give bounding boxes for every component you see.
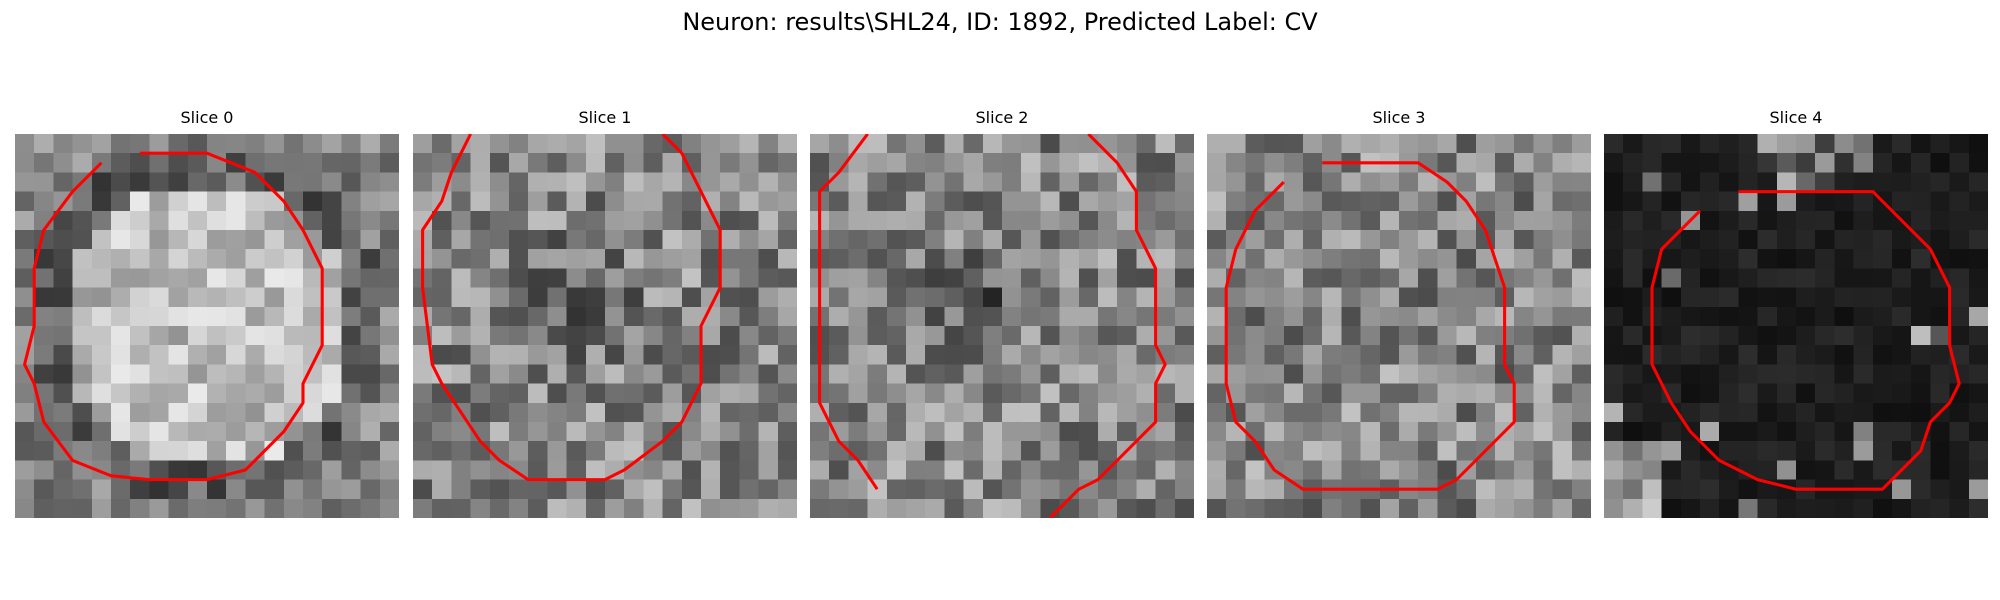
slice-title: Slice 4 [1769, 108, 1823, 127]
pixel-grid [1604, 134, 1988, 518]
figure-title: Neuron: results\SHL24, ID: 1892, Predict… [682, 8, 1318, 36]
segmentation-contour [23, 151, 324, 482]
pixel-grid [15, 134, 399, 518]
slice-title: Slice 3 [1372, 108, 1426, 127]
slice-title: Slice 1 [578, 108, 632, 127]
slice-title: Slice 2 [975, 108, 1029, 127]
slice-image-0 [15, 134, 399, 518]
slice-title: Slice 0 [180, 108, 234, 127]
pixel-grid [810, 134, 1194, 518]
slice-image-1 [413, 134, 797, 518]
segmentation-contour-right [1048, 134, 1167, 518]
pixel-grid [413, 134, 797, 518]
slice-image-2 [810, 134, 1194, 518]
segmentation-contour [1224, 161, 1516, 491]
slice-image-3 [1207, 134, 1591, 518]
segmentation-contour [1650, 190, 1961, 491]
slice-image-4 [1604, 134, 1988, 518]
pixel-grid [1207, 134, 1591, 518]
segmentation-contour [421, 134, 722, 482]
segmentation-contour [818, 134, 879, 491]
